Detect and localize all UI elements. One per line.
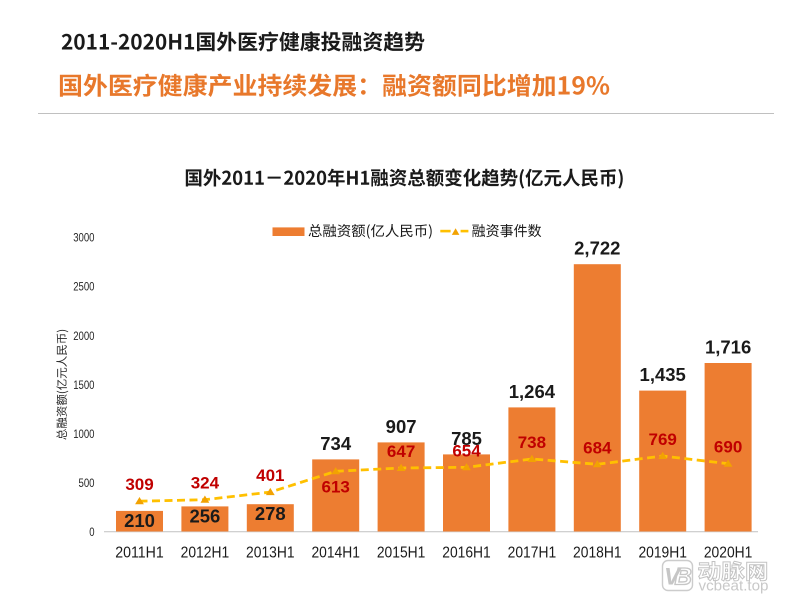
svg-text:2016H1: 2016H1 [442, 545, 491, 562]
svg-text:2000: 2000 [73, 331, 94, 343]
svg-text:0: 0 [89, 527, 94, 539]
svg-text:769: 769 [649, 430, 677, 449]
svg-text:734: 734 [320, 433, 352, 454]
svg-text:1500: 1500 [73, 380, 94, 392]
svg-text:500: 500 [79, 478, 95, 490]
svg-text:684: 684 [583, 438, 612, 457]
svg-text:2018H1: 2018H1 [573, 545, 622, 562]
svg-text:2011H1: 2011H1 [115, 545, 164, 562]
svg-text:B: B [675, 564, 692, 591]
svg-text:210: 210 [124, 510, 155, 531]
svg-text:1000: 1000 [73, 429, 94, 441]
svg-text:278: 278 [255, 503, 286, 524]
svg-text:2012H1: 2012H1 [181, 545, 230, 562]
svg-text:2017H1: 2017H1 [508, 545, 557, 562]
svg-text:2014H1: 2014H1 [311, 545, 360, 562]
svg-text:V: V [664, 564, 682, 591]
svg-text:2,722: 2,722 [574, 238, 620, 259]
svg-text:401: 401 [256, 466, 284, 485]
svg-text:690: 690 [714, 438, 742, 457]
svg-text:1,435: 1,435 [640, 364, 686, 385]
svg-text:2500: 2500 [73, 282, 94, 294]
svg-text:647: 647 [387, 442, 415, 461]
svg-text:2019H1: 2019H1 [638, 545, 687, 562]
svg-text:738: 738 [518, 433, 546, 452]
svg-text:2015H1: 2015H1 [377, 545, 426, 562]
svg-text:785: 785 [451, 428, 482, 449]
svg-text:1,716: 1,716 [705, 337, 751, 358]
svg-text:613: 613 [322, 477, 350, 496]
svg-text:1,264: 1,264 [509, 381, 556, 402]
svg-text:309: 309 [125, 475, 153, 494]
svg-text:324: 324 [191, 474, 220, 493]
svg-text:vcbeat.top: vcbeat.top [699, 578, 769, 595]
svg-text:256: 256 [189, 505, 220, 526]
svg-text:3000: 3000 [73, 233, 94, 245]
svg-text:2013H1: 2013H1 [246, 545, 295, 562]
svg-text:654: 654 [452, 441, 481, 460]
svg-text:907: 907 [386, 416, 417, 437]
svg-text:2020H1: 2020H1 [704, 545, 753, 562]
